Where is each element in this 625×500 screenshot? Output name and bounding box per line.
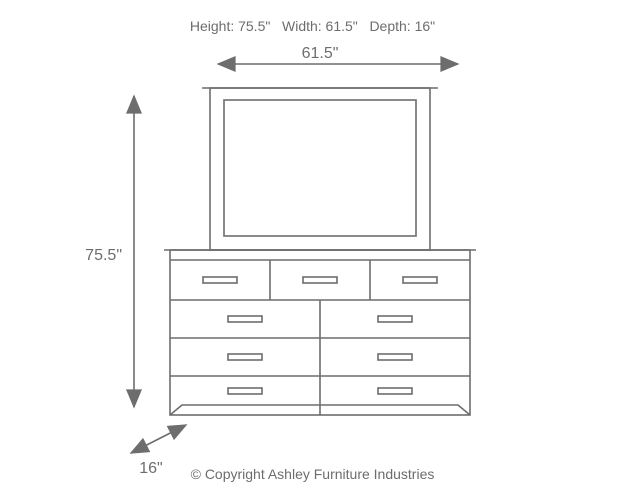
diagram-container: Height: 75.5" Width: 61.5" Depth: 16" <box>0 0 625 500</box>
copyright-line: © Copyright Ashley Furniture Industries <box>0 466 625 482</box>
height-label: 75.5" <box>85 247 122 264</box>
width-label: 61.5" <box>302 45 339 62</box>
furniture-diagram: 61.5" 75.5" 16" <box>0 0 625 500</box>
